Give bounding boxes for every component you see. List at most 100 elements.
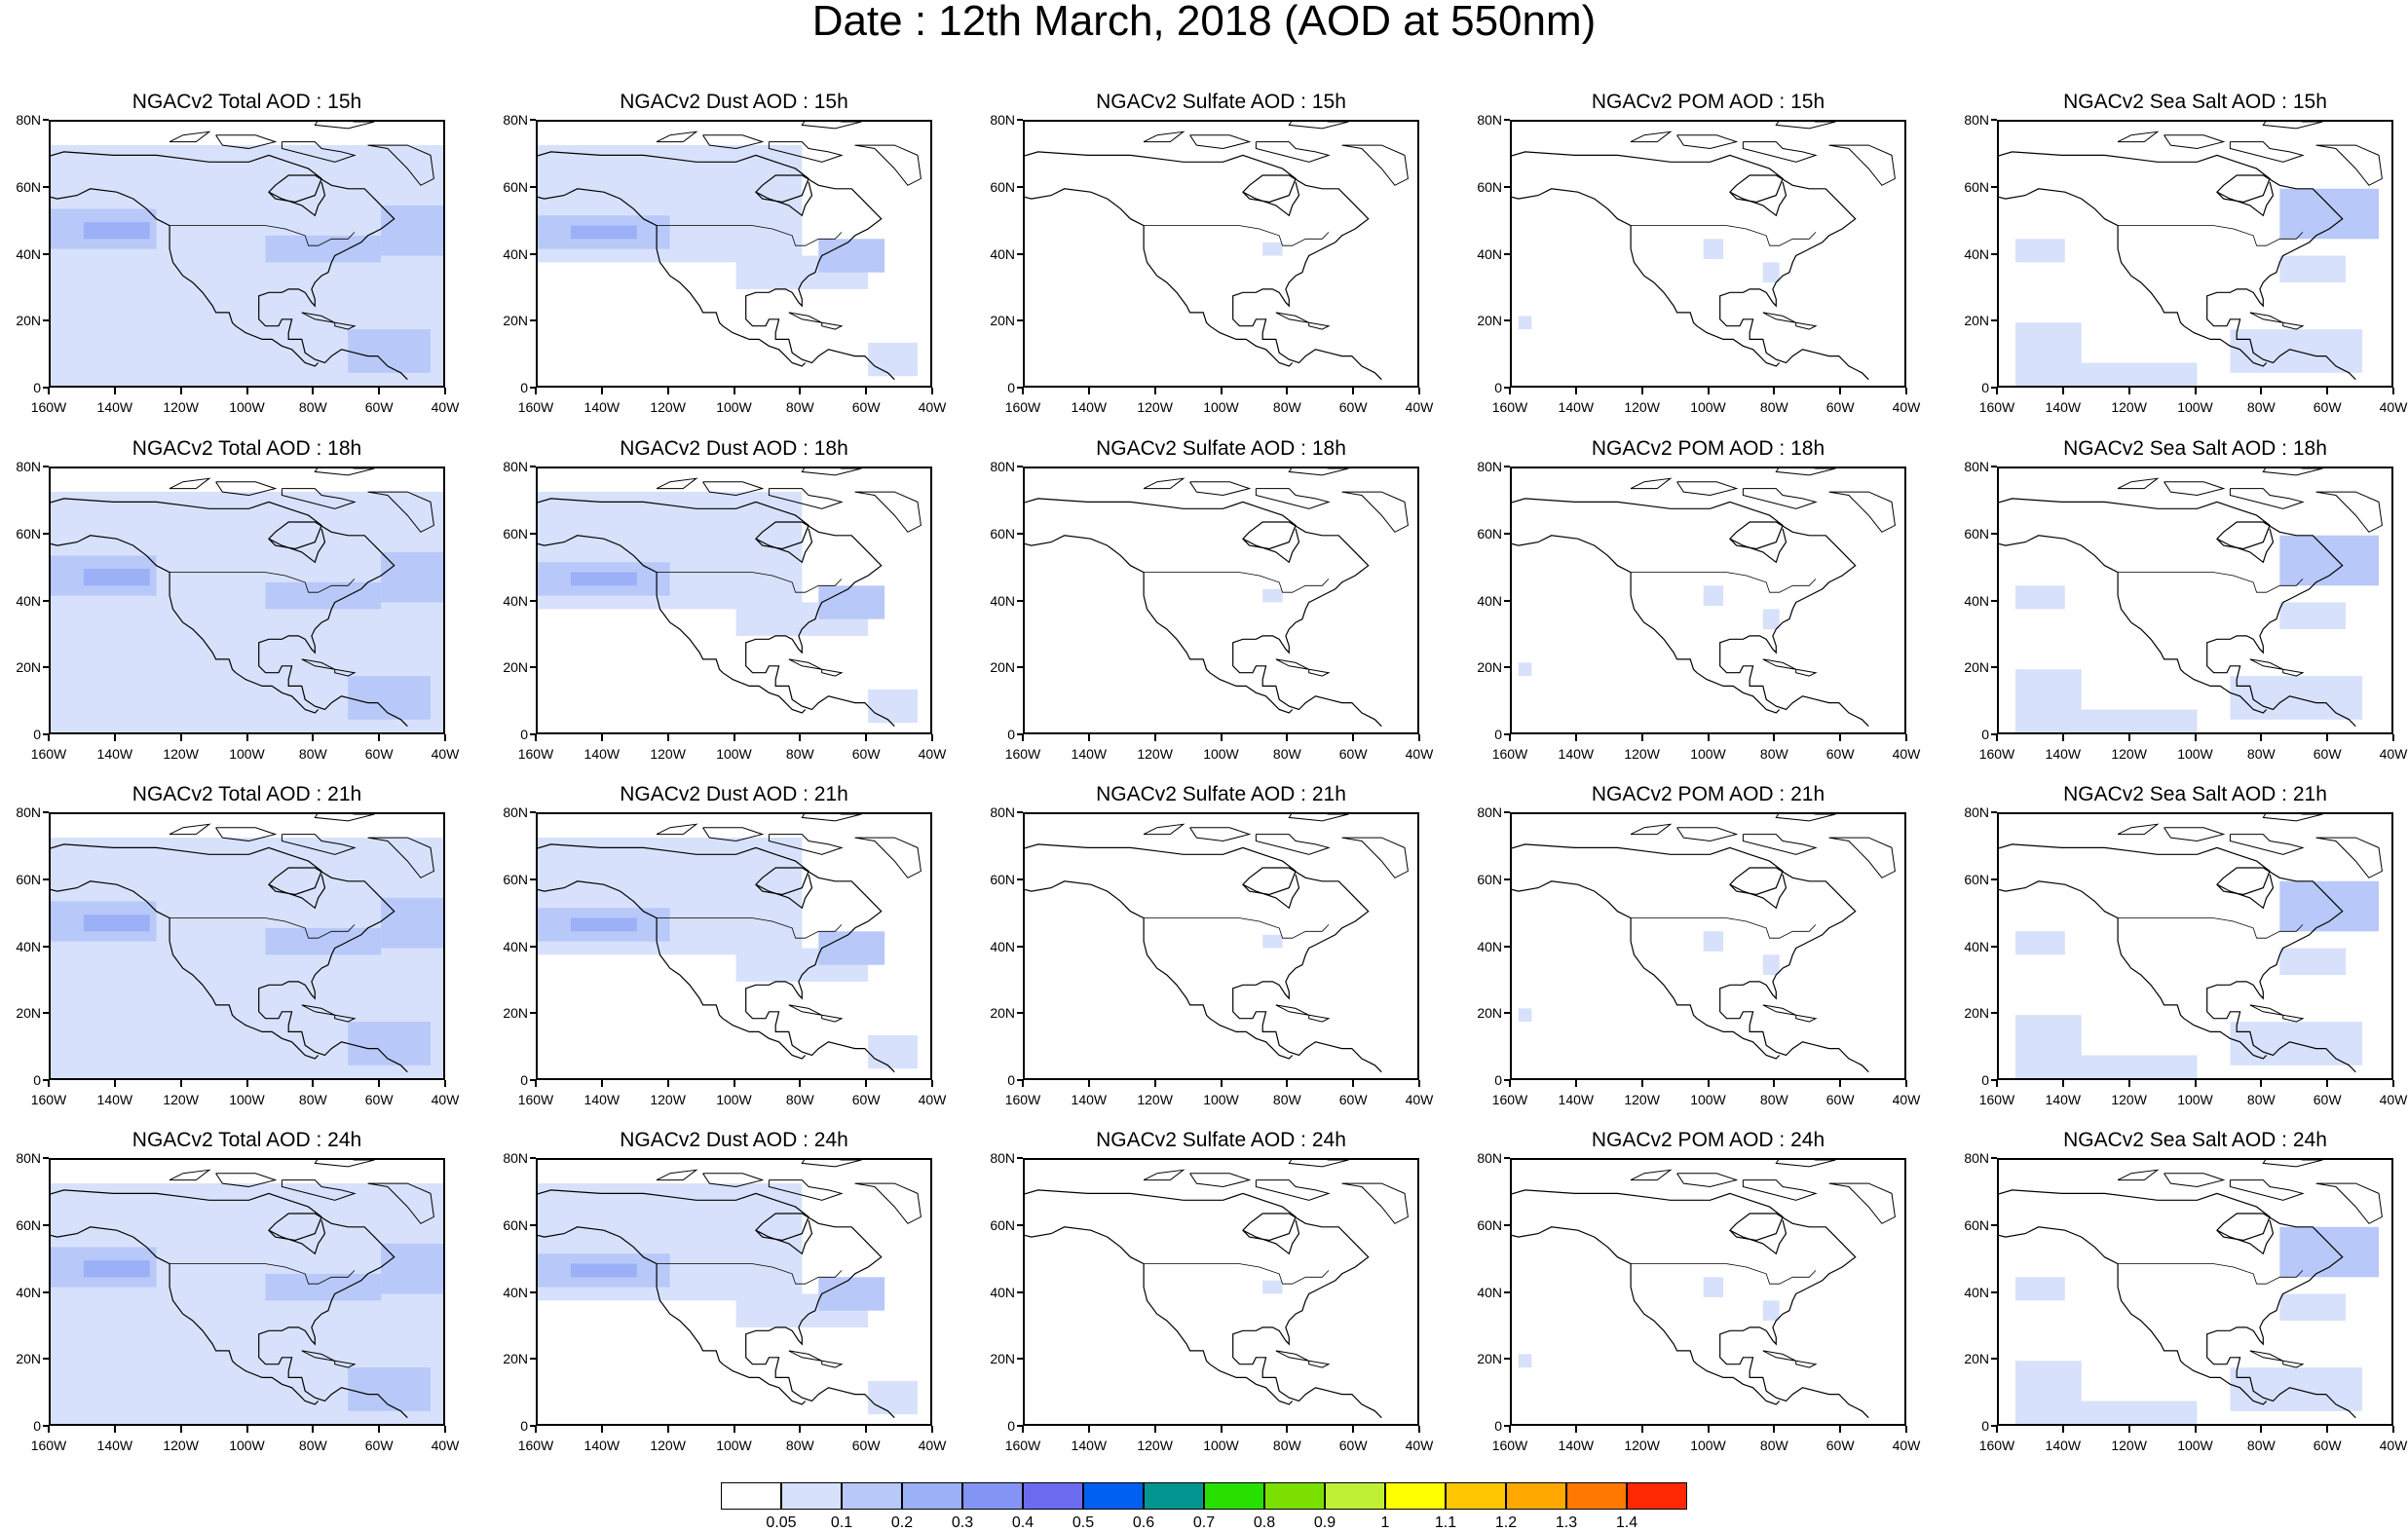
axis-tick <box>1991 1157 1997 1159</box>
map-canvas <box>1025 814 1419 1080</box>
axis-tick <box>1996 734 1998 741</box>
axis-tick <box>530 666 536 668</box>
island-outline <box>2263 122 2322 129</box>
lon-tick-label: 40W <box>2364 746 2408 762</box>
coastline <box>1512 844 1868 1072</box>
island-outline <box>1342 492 1409 532</box>
aod-shade-cell <box>1704 931 1723 952</box>
colorbar-swatch <box>1627 1482 1687 1510</box>
lon-tick-label: 40W <box>416 1092 474 1107</box>
lat-tick-label: 60N <box>481 526 528 542</box>
lat-tick-label: 0 <box>481 380 528 395</box>
lon-tick-label: 80W <box>2232 1438 2290 1453</box>
axis-tick <box>43 1358 49 1360</box>
lat-tick-label: 40N <box>0 939 41 954</box>
lon-tick-label: 40W <box>1877 1438 1936 1453</box>
axis-tick <box>1991 878 1997 880</box>
map-panel <box>1023 120 1419 388</box>
axis-tick <box>1504 533 1510 535</box>
lat-tick-label: 60N <box>481 872 528 887</box>
aod-shade-cell <box>818 931 884 964</box>
lon-tick-label: 60W <box>350 746 408 762</box>
map-canvas <box>1999 122 2393 388</box>
island-outline <box>2283 1015 2303 1022</box>
island-outline <box>2263 468 2322 475</box>
lon-tick-label: 40W <box>2364 399 2408 415</box>
axis-tick <box>180 1426 182 1433</box>
axis-tick <box>530 466 536 467</box>
aod-shade-cell <box>2015 239 2065 262</box>
lat-tick-label: 60N <box>0 872 41 887</box>
lon-tick-label: 120W <box>152 746 210 762</box>
island-outline <box>2283 322 2303 329</box>
axis-tick <box>1017 319 1023 321</box>
lon-tick-label: 100W <box>218 1092 277 1107</box>
island-outline <box>789 313 822 322</box>
aod-shade-cell <box>818 585 884 618</box>
axis-tick <box>1991 119 1997 121</box>
island-outline <box>315 814 374 821</box>
island-outline <box>1796 669 1816 676</box>
lon-tick-label: 40W <box>1390 746 1449 762</box>
lon-tick-label: 100W <box>1192 399 1251 415</box>
lat-tick-label: 60N <box>1942 526 1989 542</box>
axis-tick <box>1509 1080 1511 1087</box>
lat-tick-label: 40N <box>968 1285 1015 1300</box>
axis-tick <box>1017 946 1023 948</box>
island-outline <box>2250 313 2283 322</box>
colorbar-swatch <box>1264 1482 1325 1510</box>
lat-tick-label: 40N <box>968 939 1015 954</box>
island-outline <box>802 1160 861 1167</box>
lon-tick-label: 140W <box>1060 746 1118 762</box>
map-panel <box>536 467 932 734</box>
lon-tick-label: 160W <box>507 399 565 415</box>
axis-tick <box>931 1426 933 1433</box>
colorbar-swatch <box>842 1482 902 1510</box>
axis-tick <box>1221 1426 1223 1433</box>
panel-title: NGACv2 Sea Salt AOD : 24h <box>1952 1129 2408 1152</box>
lon-tick-label: 160W <box>19 746 78 762</box>
lon-tick-label: 140W <box>2034 1092 2092 1107</box>
axis-tick <box>1022 1426 1024 1433</box>
colorbar-label: 0.05 <box>752 1514 810 1532</box>
lon-tick-label: 60W <box>2298 399 2356 415</box>
island-outline <box>1309 669 1329 676</box>
lat-tick-label: 0 <box>1455 380 1502 395</box>
panel-title: NGACv2 Dust AOD : 15h <box>491 91 978 114</box>
panel-title: NGACv2 POM AOD : 18h <box>1465 437 1952 461</box>
lon-tick-label: 160W <box>1968 1092 2026 1107</box>
panel-title: NGACv2 Sulfate AOD : 21h <box>978 783 1465 806</box>
axis-tick <box>1418 1080 1420 1087</box>
axis-tick <box>734 388 735 394</box>
axis-tick <box>1991 1224 1997 1226</box>
map-panel <box>1023 812 1419 1080</box>
axis-tick <box>1286 1426 1288 1433</box>
aod-shade-cell <box>1763 1300 1780 1321</box>
colorbar-swatch <box>1144 1482 1204 1510</box>
island-outline <box>1276 659 1309 669</box>
island-outline <box>1309 1361 1329 1367</box>
lon-tick-label: 60W <box>1324 746 1382 762</box>
axis-tick <box>1575 734 1577 741</box>
axis-tick <box>2392 388 2394 394</box>
lon-tick-label: 100W <box>2166 399 2225 415</box>
lat-tick-label: 0 <box>0 380 41 395</box>
axis-tick <box>1773 388 1775 394</box>
island-outline <box>1743 142 1816 163</box>
lat-tick-label: 80N <box>968 804 1015 820</box>
axis-tick <box>1154 734 1156 741</box>
axis-tick <box>1017 1157 1023 1159</box>
island-outline <box>2164 482 2224 496</box>
aod-shade-cell <box>51 861 216 901</box>
lon-tick-label: 40W <box>2364 1438 2408 1453</box>
colorbar-label: 0.8 <box>1235 1514 1294 1532</box>
map-canvas <box>1512 1160 1906 1426</box>
lon-tick-label: 100W <box>1679 399 1738 415</box>
lon-tick-label: 40W <box>1877 1092 1936 1107</box>
panel-title: NGACv2 Sulfate AOD : 18h <box>978 437 1465 461</box>
aod-shade-cell <box>2065 1401 2198 1427</box>
island-outline <box>2250 1351 2283 1361</box>
panel-title: NGACv2 Total AOD : 18h <box>4 437 491 461</box>
lat-tick-label: 40N <box>968 246 1015 262</box>
island-outline <box>1256 835 1329 855</box>
